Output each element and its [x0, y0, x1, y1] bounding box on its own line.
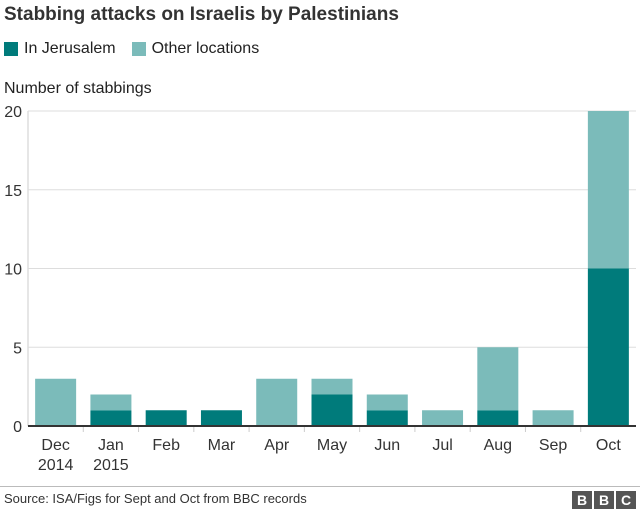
chart-area: 0 5 10 15 20 Dec 2014 Jan 2015 Feb Mar Apr May Jun Jul…: [4, 104, 636, 474]
legend-swatch-other: [131, 42, 146, 56]
footer-divider: [0, 486, 640, 487]
bar-other: [90, 394, 132, 411]
x-tick-label: Jan: [98, 437, 124, 454]
y-tick-label: 15: [4, 183, 22, 200]
bar-jerusalem: [587, 268, 629, 426]
x-tick-label: Jul: [432, 437, 452, 454]
y-tick-label: 0: [13, 419, 22, 436]
legend-label-jerusalem: In Jerusalem: [24, 40, 116, 57]
x-tick-label: Apr: [264, 437, 290, 454]
bar-other: [366, 394, 408, 411]
bar-other: [422, 410, 464, 426]
y-tick-label: 20: [4, 104, 22, 121]
bar-other: [532, 410, 574, 426]
legend-label-other: Other locations: [151, 40, 260, 57]
bar-other: [311, 378, 353, 395]
bar-other: [587, 111, 629, 269]
bar-jerusalem: [90, 410, 132, 426]
x-tick-label: Jun: [374, 437, 400, 454]
x-tick-label: 2014: [38, 457, 74, 474]
x-tick-label: May: [317, 437, 347, 454]
y-tick-label: 10: [4, 262, 22, 279]
bar-jerusalem: [200, 410, 242, 426]
bar-jerusalem: [366, 410, 408, 426]
x-tick-label: Mar: [208, 437, 236, 454]
x-tick-label: Dec: [41, 437, 69, 454]
x-tick-label: Aug: [484, 437, 512, 454]
y-axis-label: Number of stabbings: [4, 80, 152, 97]
x-tick-label: Oct: [596, 437, 621, 454]
bar-jerusalem: [311, 394, 353, 426]
bar-jerusalem: [477, 410, 519, 426]
bar-jerusalem: [145, 410, 187, 426]
legend: In Jerusalem Other locations: [4, 40, 259, 58]
legend-swatch-jerusalem: [4, 42, 18, 56]
bar-other: [477, 347, 519, 411]
source-note: Source: ISA/Figs for Sept and Oct from B…: [4, 491, 307, 506]
x-tick-label: Feb: [152, 437, 180, 454]
x-tick-label: 2015: [93, 457, 129, 474]
x-tick-label: Sep: [539, 437, 568, 454]
bar-other: [256, 378, 298, 426]
y-tick-label: 5: [13, 340, 22, 357]
bar-other: [35, 378, 77, 426]
chart-title: Stabbing attacks on Israelis by Palestin…: [4, 4, 399, 25]
